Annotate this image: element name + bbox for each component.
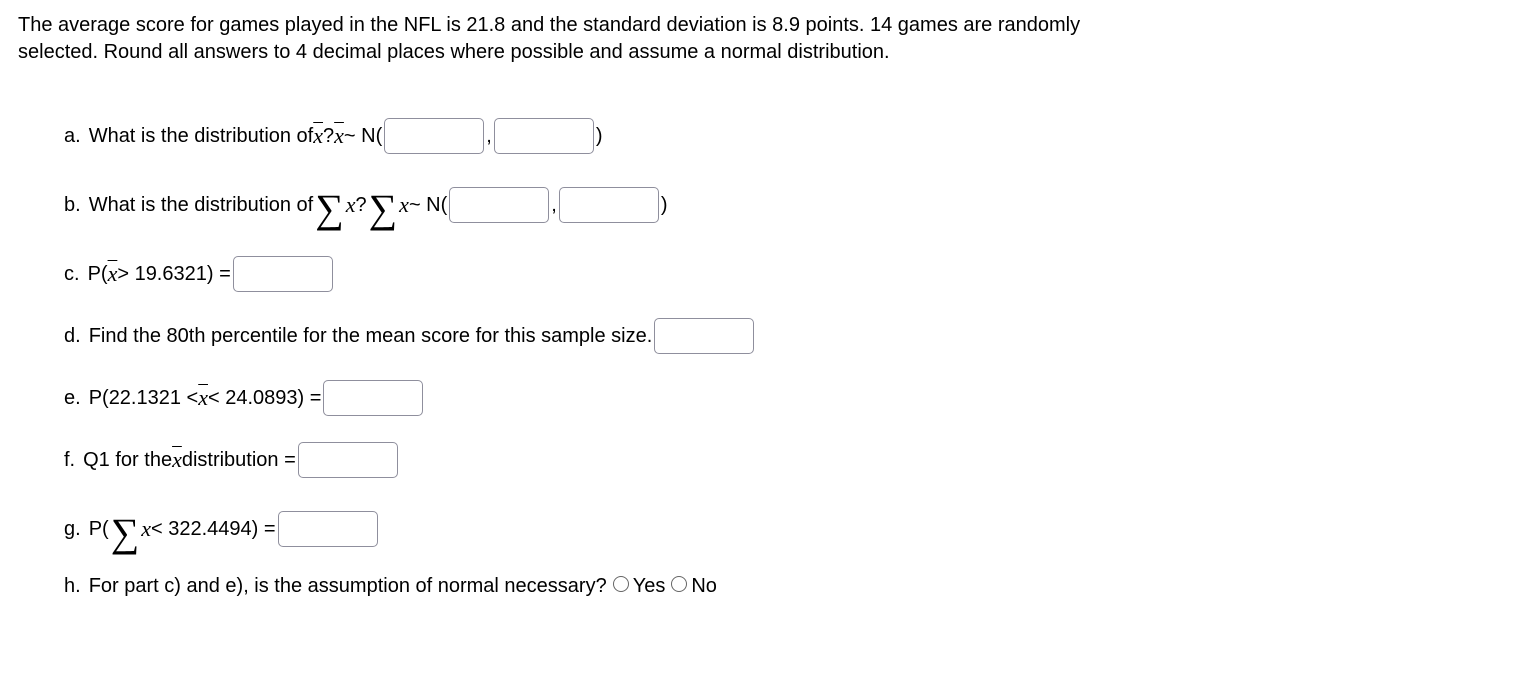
x-symbol: x bbox=[141, 514, 151, 544]
input-f[interactable] bbox=[298, 442, 398, 478]
question-e: e. P(22.1321 < x < 24.0893) = bbox=[64, 376, 1498, 420]
input-d[interactable] bbox=[654, 318, 754, 354]
questions-list: a. What is the distribution of x ? x ~ N… bbox=[18, 114, 1498, 608]
question-e-text2: < 24.0893) = bbox=[208, 385, 321, 412]
input-g[interactable] bbox=[278, 511, 378, 547]
question-b-comma: , bbox=[551, 192, 557, 219]
question-f: f. Q1 for the x distribution = bbox=[64, 438, 1498, 482]
question-h-text1: For part c) and e), is the assumption of… bbox=[89, 573, 607, 600]
question-a: a. What is the distribution of x ? x ~ N… bbox=[64, 114, 1498, 158]
question-a-close: ) bbox=[596, 123, 603, 150]
question-a-comma: , bbox=[486, 123, 492, 150]
question-g-text1: P( bbox=[89, 516, 109, 543]
question-f-prefix: f. bbox=[64, 447, 75, 474]
question-f-text1: Q1 for the bbox=[83, 447, 172, 474]
question-d-prefix: d. bbox=[64, 323, 81, 350]
xbar-symbol: x bbox=[172, 445, 182, 475]
input-e[interactable] bbox=[323, 380, 423, 416]
question-d: d. Find the 80th percentile for the mean… bbox=[64, 314, 1498, 358]
x-symbol: x bbox=[399, 190, 409, 220]
question-e-text1: P(22.1321 < bbox=[89, 385, 199, 412]
question-g: g. P( ∑ x < 322.4494) = bbox=[64, 500, 1498, 558]
question-c-text1: P( bbox=[88, 261, 108, 288]
question-h-prefix: h. bbox=[64, 573, 81, 600]
question-b-dist: ~ N( bbox=[409, 192, 447, 219]
radio-no[interactable] bbox=[671, 576, 687, 592]
question-c: c. P( x > 19.6321) = bbox=[64, 252, 1498, 296]
question-f-text2: distribution = bbox=[182, 447, 296, 474]
question-b-qmark: ? bbox=[356, 192, 367, 219]
radio-no-label: No bbox=[691, 573, 717, 600]
question-e-prefix: e. bbox=[64, 385, 81, 412]
question-b-close: ) bbox=[661, 192, 668, 219]
question-a-prefix: a. bbox=[64, 123, 81, 150]
question-c-text2: > 19.6321) = bbox=[117, 261, 230, 288]
question-d-text1: Find the 80th percentile for the mean sc… bbox=[89, 323, 653, 350]
input-a-sd[interactable] bbox=[494, 118, 594, 154]
xbar-symbol: x bbox=[108, 259, 118, 289]
radio-yes-label: Yes bbox=[633, 573, 666, 600]
input-c[interactable] bbox=[233, 256, 333, 292]
question-a-dist: ~ N( bbox=[344, 123, 382, 150]
sigma-symbol: ∑ bbox=[315, 193, 344, 225]
sigma-symbol: ∑ bbox=[369, 193, 398, 225]
question-g-prefix: g. bbox=[64, 516, 81, 543]
question-a-text1: What is the distribution of bbox=[89, 123, 314, 150]
question-h: h. For part c) and e), is the assumption… bbox=[64, 564, 1498, 608]
x-symbol: x bbox=[346, 190, 356, 220]
question-g-text2: < 322.4494) = bbox=[151, 516, 276, 543]
radio-yes[interactable] bbox=[613, 576, 629, 592]
question-a-qmark: ? bbox=[323, 123, 334, 150]
question-b-prefix: b. bbox=[64, 192, 81, 219]
xbar-symbol: x bbox=[313, 121, 323, 151]
question-b: b. What is the distribution of ∑ x ? ∑ x… bbox=[64, 176, 1498, 234]
input-a-mean[interactable] bbox=[384, 118, 484, 154]
problem-intro: The average score for games played in th… bbox=[18, 12, 1138, 66]
sigma-symbol: ∑ bbox=[111, 517, 140, 549]
input-b-sd[interactable] bbox=[559, 187, 659, 223]
question-b-text1: What is the distribution of bbox=[89, 192, 314, 219]
input-b-mean[interactable] bbox=[449, 187, 549, 223]
xbar-symbol: x bbox=[198, 383, 208, 413]
xbar-symbol: x bbox=[334, 121, 344, 151]
question-c-prefix: c. bbox=[64, 261, 80, 288]
